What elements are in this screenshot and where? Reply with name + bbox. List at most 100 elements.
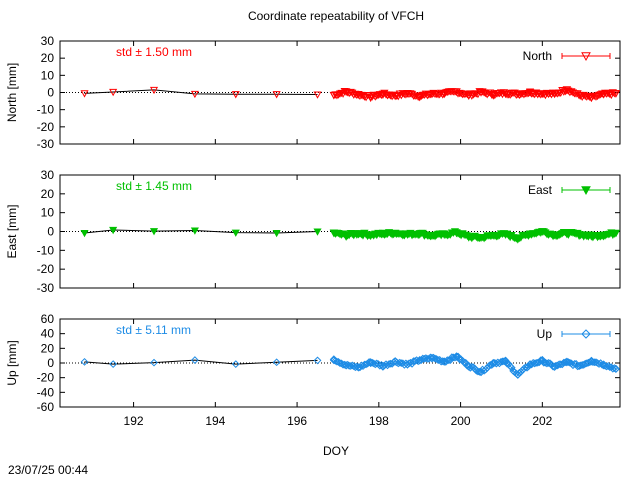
subdaily-anchor-point [599, 231, 608, 240]
daily-point [190, 227, 199, 235]
subdaily-anchor-point [611, 364, 621, 373]
y-tick-label: -10 [37, 103, 55, 117]
daily-point [150, 358, 158, 367]
subdaily-anchor-point [501, 231, 510, 239]
panels-group: 30 20 10 0 -10 -20 -30 North [mm] std ± 1.50 mm N… [5, 34, 621, 428]
subdaily-anchor-point [354, 91, 363, 99]
subdaily-point [489, 92, 498, 100]
subdaily-anchor-point [513, 90, 523, 99]
y-tick-label: 10 [41, 68, 55, 82]
subdaily-anchor-point [329, 229, 339, 238]
y-tick-label: -40 [37, 385, 55, 399]
subdaily-anchor-point [611, 90, 621, 98]
subdaily-point [490, 358, 499, 367]
x-tick-label: 198 [369, 414, 389, 428]
subdaily-point [358, 92, 368, 100]
subdaily-anchor-point [403, 231, 412, 239]
subdaily-point [605, 90, 614, 99]
y-tick-label: 60 [41, 312, 55, 326]
y-axis-title: Up [mm] [5, 340, 19, 385]
y-tick-label: -60 [37, 400, 55, 414]
legend-label: East [528, 183, 553, 197]
subdaily-anchor-point [378, 230, 388, 239]
subdaily-anchor-point [538, 228, 547, 236]
subdaily-point [337, 89, 346, 98]
daily-point [149, 228, 159, 236]
panel-east: 30 20 10 0 -10 -20 -30 East [mm] std ± 1.45 mm Ea… [5, 168, 621, 295]
daily-point [231, 91, 240, 99]
y-tick-label: 20 [41, 51, 55, 65]
y-tick-label: -20 [37, 120, 55, 134]
subdaily-anchor-point [378, 90, 388, 99]
subdaily-point [372, 92, 381, 100]
daily-point [313, 356, 322, 365]
subdaily-anchor-point [587, 94, 596, 103]
x-tick-label: 196 [287, 414, 307, 428]
x-tick-label: 194 [205, 414, 225, 428]
daily-point [149, 86, 159, 95]
subdaily-anchor-point [489, 358, 498, 368]
daily-point [109, 88, 118, 97]
subdaily-point [360, 93, 369, 101]
subdaily-anchor-point [391, 357, 400, 366]
subdaily-anchor-point [341, 232, 351, 240]
subdaily-point [558, 86, 567, 95]
subdaily-anchor-point [538, 356, 547, 365]
subdaily-point [495, 90, 504, 98]
subdaily-anchor-point [476, 367, 486, 376]
subdaily-anchor-point [390, 229, 400, 238]
subdaily-anchor-point [599, 90, 608, 99]
subdaily-point [608, 89, 617, 97]
y-tick-label: 30 [41, 168, 55, 182]
daily-point [231, 360, 240, 369]
x-tick-label: 200 [451, 414, 471, 428]
subdaily-anchor-point [452, 352, 461, 361]
subdaily-point [360, 360, 369, 369]
subdaily-anchor-point [378, 361, 388, 371]
std-label: std ± 1.50 mm [116, 45, 192, 59]
subdaily-anchor-point [366, 358, 375, 367]
subdaily-anchor-point [525, 89, 535, 97]
subdaily-point [334, 91, 343, 99]
subdaily-anchor-point [574, 231, 584, 239]
y-tick-label: -30 [37, 137, 55, 151]
y-tick-label: -10 [37, 243, 55, 257]
subdaily-point [483, 91, 492, 99]
subdaily-point [559, 88, 568, 96]
y-tick-label: 30 [41, 34, 55, 48]
subdaily-point [593, 92, 602, 101]
subdaily-anchor-point [525, 360, 535, 369]
subdaily-anchor-point [587, 232, 596, 241]
y-tick-label: 40 [41, 327, 55, 341]
subdaily-anchor-point [550, 362, 559, 371]
subdaily-point [475, 367, 484, 376]
subdaily-anchor-point [562, 229, 572, 238]
subdaily-point [472, 90, 481, 98]
legend-label: Up [537, 327, 553, 341]
subdaily-point [579, 91, 588, 100]
subdaily-anchor-point [464, 233, 474, 242]
subdaily-point [498, 357, 507, 366]
y-tick-label: -20 [37, 262, 55, 276]
daily-series-line [84, 359, 318, 365]
subdaily-anchor-point [427, 90, 437, 99]
x-tick-label: 192 [124, 414, 144, 428]
subdaily-anchor-point [501, 89, 510, 98]
daily-point [109, 360, 118, 369]
subdaily-anchor-point [550, 231, 559, 240]
std-label: std ± 1.45 mm [116, 179, 192, 193]
subdaily-anchor-point [513, 370, 522, 379]
subdaily-point [372, 359, 381, 368]
daily-point [272, 91, 281, 99]
legend-marker [581, 186, 591, 196]
subdaily-anchor-point [525, 230, 535, 239]
subdaily-anchor-point [587, 356, 596, 365]
daily-point [313, 91, 322, 99]
subdaily-point [366, 359, 375, 368]
daily-series-line [84, 89, 318, 96]
subdaily-anchor-point [403, 90, 412, 98]
subdaily-anchor-point [501, 357, 510, 366]
y-tick-label: 0 [47, 225, 54, 239]
y-tick-label: -30 [37, 281, 55, 295]
